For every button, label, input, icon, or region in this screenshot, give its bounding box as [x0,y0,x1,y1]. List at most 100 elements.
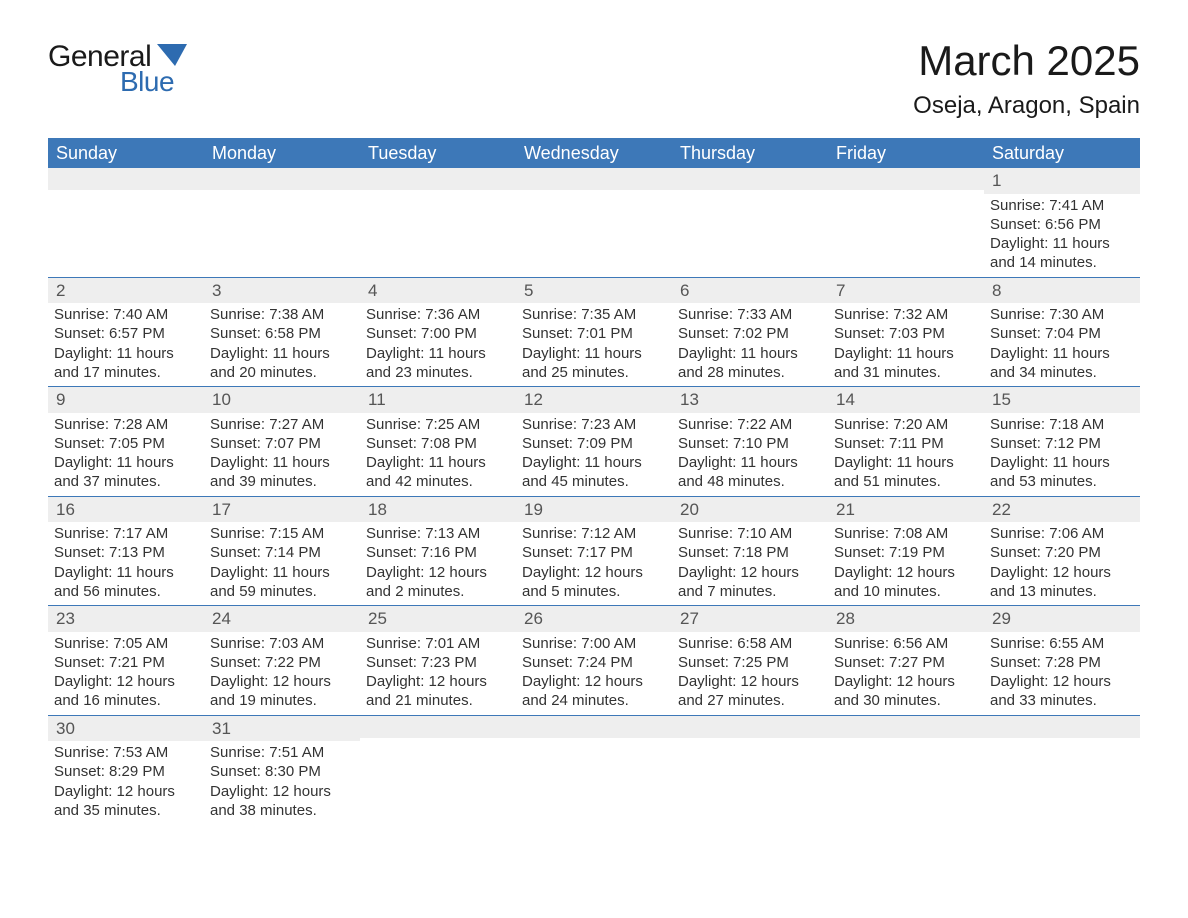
day-number-row: 7 [828,278,984,304]
daylight-line: Daylight: 12 hours and 16 minutes. [54,672,198,710]
day-number: 5 [524,281,533,300]
week-row: 9Sunrise: 7:28 AMSunset: 7:05 PMDaylight… [48,386,1140,496]
sunset-line: Sunset: 7:18 PM [678,543,822,562]
day-details: Sunrise: 7:17 AMSunset: 7:13 PMDaylight:… [48,522,204,605]
sunrise-line: Sunrise: 7:41 AM [990,196,1134,215]
day-number: 7 [836,281,845,300]
day-number-row: 23 [48,606,204,632]
day-number: 28 [836,609,855,628]
day-number: 8 [992,281,1001,300]
day-number: 22 [992,500,1011,519]
day-number: 11 [368,390,386,409]
sunset-line: Sunset: 7:17 PM [522,543,666,562]
week-row: 16Sunrise: 7:17 AMSunset: 7:13 PMDayligh… [48,496,1140,606]
sunrise-line: Sunrise: 7:23 AM [522,415,666,434]
day-cell: 14Sunrise: 7:20 AMSunset: 7:11 PMDayligh… [828,387,984,496]
day-cell: 17Sunrise: 7:15 AMSunset: 7:14 PMDayligh… [204,497,360,606]
daylight-line: Daylight: 11 hours and 37 minutes. [54,453,198,491]
day-number-row [984,716,1140,738]
sunrise-line: Sunrise: 7:27 AM [210,415,354,434]
day-cell: 3Sunrise: 7:38 AMSunset: 6:58 PMDaylight… [204,278,360,387]
day-details: Sunrise: 7:01 AMSunset: 7:23 PMDaylight:… [360,632,516,715]
empty-cell [672,168,828,277]
day-cell: 24Sunrise: 7:03 AMSunset: 7:22 PMDayligh… [204,606,360,715]
day-cell: 4Sunrise: 7:36 AMSunset: 7:00 PMDaylight… [360,278,516,387]
sunset-line: Sunset: 7:22 PM [210,653,354,672]
sunrise-line: Sunrise: 7:36 AM [366,305,510,324]
day-number-row: 11 [360,387,516,413]
empty-cell [828,716,984,825]
logo: General Blue [48,40,187,98]
day-cell: 23Sunrise: 7:05 AMSunset: 7:21 PMDayligh… [48,606,204,715]
day-details: Sunrise: 7:35 AMSunset: 7:01 PMDaylight:… [516,303,672,386]
month-title: March 2025 [913,40,1140,82]
day-cell: 28Sunrise: 6:56 AMSunset: 7:27 PMDayligh… [828,606,984,715]
day-number: 1 [992,171,1001,190]
calendar-header-row: Sunday Monday Tuesday Wednesday Thursday… [48,138,1140,168]
header: General Blue March 2025 Oseja, Aragon, S… [48,40,1140,120]
day-cell: 6Sunrise: 7:33 AMSunset: 7:02 PMDaylight… [672,278,828,387]
daylight-line: Daylight: 11 hours and 28 minutes. [678,344,822,382]
sunrise-line: Sunrise: 7:15 AM [210,524,354,543]
empty-cell [672,716,828,825]
day-details: Sunrise: 7:03 AMSunset: 7:22 PMDaylight:… [204,632,360,715]
day-number-row [204,168,360,190]
sunrise-line: Sunrise: 7:38 AM [210,305,354,324]
week-row: 30Sunrise: 7:53 AMSunset: 8:29 PMDayligh… [48,715,1140,825]
sunrise-line: Sunrise: 7:13 AM [366,524,510,543]
col-tuesday: Tuesday [360,143,516,164]
sunset-line: Sunset: 8:30 PM [210,762,354,781]
sunset-line: Sunset: 7:14 PM [210,543,354,562]
day-details: Sunrise: 7:33 AMSunset: 7:02 PMDaylight:… [672,303,828,386]
sunrise-line: Sunrise: 7:32 AM [834,305,978,324]
day-details: Sunrise: 7:18 AMSunset: 7:12 PMDaylight:… [984,413,1140,496]
daylight-line: Daylight: 12 hours and 19 minutes. [210,672,354,710]
sunset-line: Sunset: 7:09 PM [522,434,666,453]
day-details: Sunrise: 7:51 AMSunset: 8:30 PMDaylight:… [204,741,360,824]
daylight-line: Daylight: 12 hours and 30 minutes. [834,672,978,710]
day-cell: 1Sunrise: 7:41 AMSunset: 6:56 PMDaylight… [984,168,1140,277]
day-details: Sunrise: 7:08 AMSunset: 7:19 PMDaylight:… [828,522,984,605]
daylight-line: Daylight: 11 hours and 59 minutes. [210,563,354,601]
sunrise-line: Sunrise: 7:51 AM [210,743,354,762]
day-number-row: 25 [360,606,516,632]
sunset-line: Sunset: 7:23 PM [366,653,510,672]
sunrise-line: Sunrise: 7:25 AM [366,415,510,434]
day-number-row: 19 [516,497,672,523]
day-cell: 12Sunrise: 7:23 AMSunset: 7:09 PMDayligh… [516,387,672,496]
day-details: Sunrise: 7:38 AMSunset: 6:58 PMDaylight:… [204,303,360,386]
col-thursday: Thursday [672,143,828,164]
day-number-row: 5 [516,278,672,304]
sunset-line: Sunset: 8:29 PM [54,762,198,781]
sunrise-line: Sunrise: 7:06 AM [990,524,1134,543]
daylight-line: Daylight: 11 hours and 31 minutes. [834,344,978,382]
day-cell: 8Sunrise: 7:30 AMSunset: 7:04 PMDaylight… [984,278,1140,387]
daylight-line: Daylight: 11 hours and 42 minutes. [366,453,510,491]
day-cell: 27Sunrise: 6:58 AMSunset: 7:25 PMDayligh… [672,606,828,715]
day-details: Sunrise: 6:58 AMSunset: 7:25 PMDaylight:… [672,632,828,715]
sunset-line: Sunset: 6:58 PM [210,324,354,343]
empty-cell [360,168,516,277]
sunrise-line: Sunrise: 7:08 AM [834,524,978,543]
daylight-line: Daylight: 12 hours and 10 minutes. [834,563,978,601]
col-friday: Friday [828,143,984,164]
day-number-row: 28 [828,606,984,632]
daylight-line: Daylight: 12 hours and 21 minutes. [366,672,510,710]
empty-cell [828,168,984,277]
daylight-line: Daylight: 12 hours and 7 minutes. [678,563,822,601]
day-cell: 5 Sunrise: 7:35 AMSunset: 7:01 PMDaylight… [516,278,672,387]
day-details: Sunrise: 7:23 AMSunset: 7:09 PMDaylight:… [516,413,672,496]
day-details: Sunrise: 7:36 AMSunset: 7:00 PMDaylight:… [360,303,516,386]
day-number-row: 24 [204,606,360,632]
day-details: Sunrise: 7:20 AMSunset: 7:11 PMDaylight:… [828,413,984,496]
sunrise-line: Sunrise: 7:01 AM [366,634,510,653]
day-number-row: 8 [984,278,1140,304]
day-details: Sunrise: 7:10 AMSunset: 7:18 PMDaylight:… [672,522,828,605]
empty-cell [984,716,1140,825]
col-wednesday: Wednesday [516,143,672,164]
sunset-line: Sunset: 7:02 PM [678,324,822,343]
day-number-row: 31 [204,716,360,742]
sunrise-line: Sunrise: 7:10 AM [678,524,822,543]
daylight-line: Daylight: 11 hours and 34 minutes. [990,344,1134,382]
day-cell: 25Sunrise: 7:01 AMSunset: 7:23 PMDayligh… [360,606,516,715]
